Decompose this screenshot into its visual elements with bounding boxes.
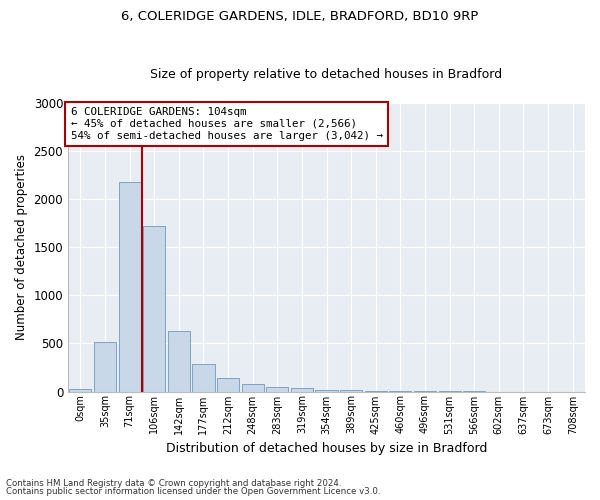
Text: 6, COLERIDGE GARDENS, IDLE, BRADFORD, BD10 9RP: 6, COLERIDGE GARDENS, IDLE, BRADFORD, BD… xyxy=(121,10,479,23)
Text: Contains public sector information licensed under the Open Government Licence v3: Contains public sector information licen… xyxy=(6,487,380,496)
Bar xyxy=(168,331,190,392)
Bar xyxy=(242,384,264,392)
Bar xyxy=(69,388,91,392)
Bar xyxy=(316,390,338,392)
Bar xyxy=(119,182,140,392)
Bar xyxy=(94,342,116,392)
Text: 6 COLERIDGE GARDENS: 104sqm
← 45% of detached houses are smaller (2,566)
54% of : 6 COLERIDGE GARDENS: 104sqm ← 45% of det… xyxy=(71,108,383,140)
Bar xyxy=(217,378,239,392)
Bar xyxy=(291,388,313,392)
Title: Size of property relative to detached houses in Bradford: Size of property relative to detached ho… xyxy=(151,68,503,81)
Bar xyxy=(340,390,362,392)
Bar xyxy=(143,226,165,392)
Y-axis label: Number of detached properties: Number of detached properties xyxy=(15,154,28,340)
Bar xyxy=(193,364,215,392)
Bar xyxy=(365,390,387,392)
X-axis label: Distribution of detached houses by size in Bradford: Distribution of detached houses by size … xyxy=(166,442,487,455)
Bar xyxy=(266,387,289,392)
Text: Contains HM Land Registry data © Crown copyright and database right 2024.: Contains HM Land Registry data © Crown c… xyxy=(6,478,341,488)
